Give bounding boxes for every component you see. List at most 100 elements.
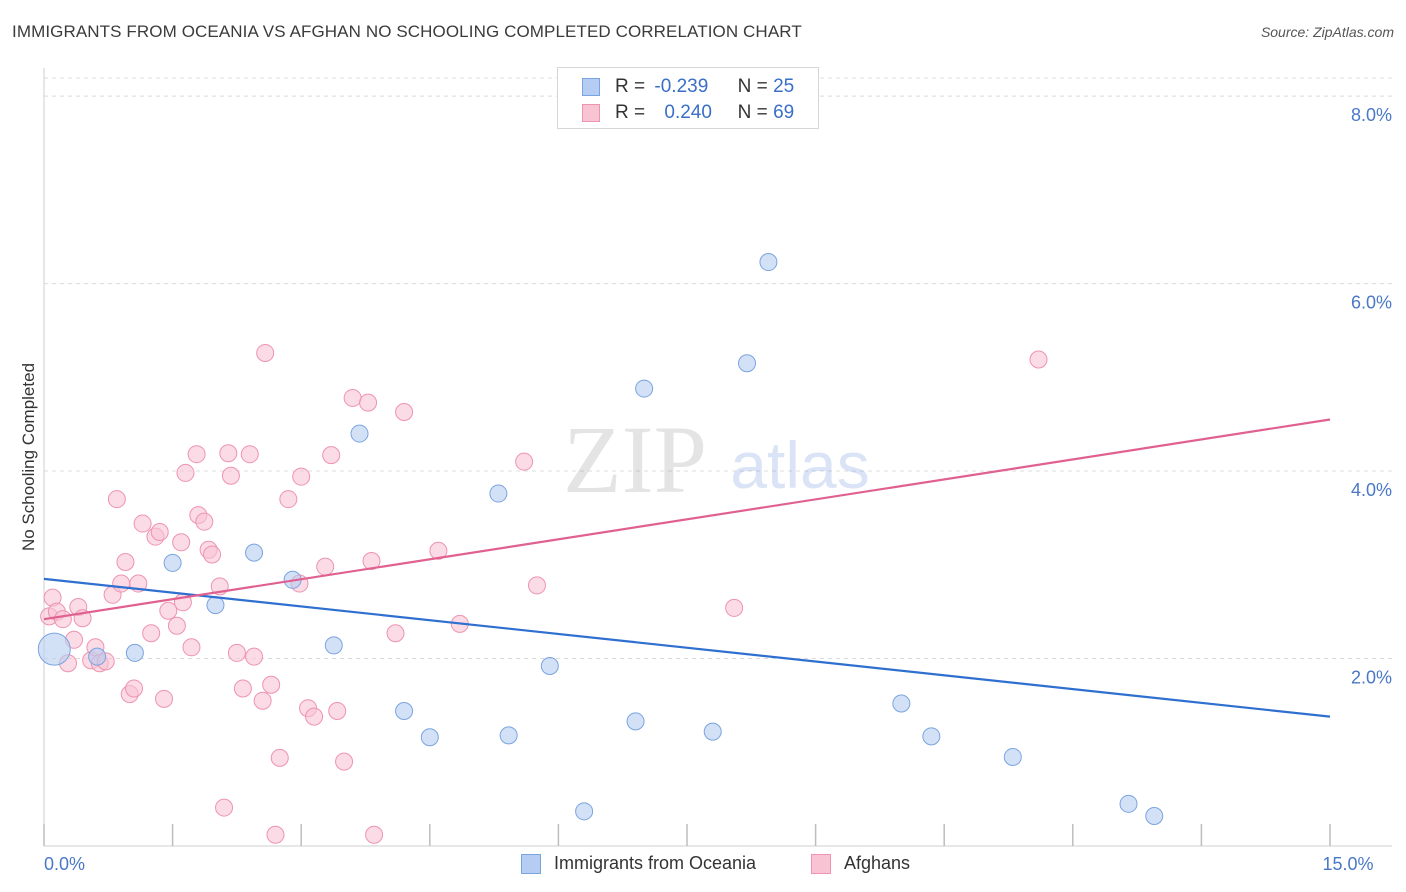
oceania-point[interactable] <box>575 802 594 821</box>
afghans-point[interactable] <box>240 445 259 464</box>
legend-r-label: R = <box>615 76 646 97</box>
afghans-point[interactable] <box>292 467 311 486</box>
x-ticks: 0.0% 15.0% <box>43 824 1374 874</box>
afghans-point[interactable] <box>125 679 144 698</box>
grid-lines <box>44 77 1392 660</box>
afghans-point[interactable] <box>227 643 246 662</box>
oceania-point[interactable] <box>88 647 107 666</box>
oceania-point[interactable] <box>759 253 778 272</box>
afghans-point[interactable] <box>53 610 72 629</box>
afghans-point[interactable] <box>233 679 252 698</box>
oceania-point[interactable] <box>489 484 508 503</box>
legend-label-afghans: Afghans <box>844 853 911 873</box>
afghans-point[interactable] <box>395 403 414 422</box>
oceania-point[interactable] <box>499 726 518 745</box>
legend-swatch-afghans <box>582 104 600 122</box>
legend-r-label: R = <box>615 102 646 123</box>
afghans-point[interactable] <box>279 490 298 509</box>
afghans-point[interactable] <box>195 512 214 531</box>
legend-n-value: 69 <box>773 102 795 123</box>
oceania-point[interactable] <box>635 379 654 398</box>
afghans-point[interactable] <box>527 576 546 595</box>
y-tick-label-0: 2.0% <box>1351 668 1392 688</box>
oceania-point[interactable] <box>163 553 182 572</box>
afghans-point[interactable] <box>365 825 384 844</box>
afghans-point[interactable] <box>112 574 131 593</box>
oceania-point[interactable] <box>892 694 911 713</box>
afghans-point[interactable] <box>219 444 238 463</box>
afghans-point[interactable] <box>253 691 272 710</box>
afghans-point[interactable] <box>215 798 234 817</box>
legend-swatch-afghans <box>811 854 831 874</box>
afghans-point[interactable] <box>429 541 448 560</box>
legend-label-oceania: Immigrants from Oceania <box>554 853 757 873</box>
afghans-point[interactable] <box>316 557 335 576</box>
oceania-point[interactable] <box>420 728 439 747</box>
oceania-point[interactable] <box>395 702 414 721</box>
afghans-point[interactable] <box>150 522 169 541</box>
oceania-point[interactable] <box>37 632 71 666</box>
oceania-point[interactable] <box>350 424 369 443</box>
afghans-point[interactable] <box>343 388 362 407</box>
trend-lines <box>43 418 1331 718</box>
afghans-point[interactable] <box>116 552 135 571</box>
afghans-point[interactable] <box>203 545 222 564</box>
oceania-point[interactable] <box>1119 794 1138 813</box>
oceania-point[interactable] <box>703 722 722 741</box>
y-tick-label-1: 4.0% <box>1351 480 1392 500</box>
afghans-point[interactable] <box>182 638 201 657</box>
x-tick-label-0: 0.0% <box>44 854 85 874</box>
oceania-point[interactable] <box>738 354 757 373</box>
afghans-point[interactable] <box>172 533 191 552</box>
afghans-point[interactable] <box>133 514 152 533</box>
afghans-point[interactable] <box>335 752 354 771</box>
afghans-point[interactable] <box>328 702 347 721</box>
oceania-point[interactable] <box>206 596 225 615</box>
afghans-point[interactable] <box>262 675 281 694</box>
source-credit: Source: ZipAtlas.com <box>1260 24 1394 40</box>
afghans-point[interactable] <box>107 490 126 509</box>
afghans-point[interactable] <box>256 343 275 362</box>
oceania-trend-line <box>43 577 1331 718</box>
afghans-point[interactable] <box>359 393 378 412</box>
oceania-point[interactable] <box>1145 807 1164 826</box>
y-axis-label: No Schooling Completed <box>19 363 38 551</box>
legend-swatch-oceania <box>582 78 600 96</box>
oceania-point[interactable] <box>922 727 941 746</box>
oceania-point[interactable] <box>125 643 144 662</box>
afghans-point[interactable] <box>386 624 405 643</box>
y-tick-labels: 2.0% 4.0% 6.0% 8.0% <box>1351 105 1392 687</box>
afghans-point[interactable] <box>1029 350 1048 369</box>
oceania-point[interactable] <box>245 543 264 562</box>
afghans-point[interactable] <box>515 452 534 471</box>
watermark-zip: ZIP <box>563 406 707 513</box>
legend-n-value: 25 <box>773 76 795 97</box>
oceania-point[interactable] <box>540 657 559 676</box>
watermark: ZIP atlas <box>563 406 870 513</box>
afghans-point[interactable] <box>725 598 744 617</box>
afghans-point[interactable] <box>221 466 240 485</box>
afghans-point[interactable] <box>266 825 285 844</box>
afghans-point[interactable] <box>322 446 341 465</box>
afghans-point[interactable] <box>167 616 186 635</box>
correlation-legend: R = -0.239 N = 25 R = 0.240 N = 69 <box>557 67 819 129</box>
afghans-point[interactable] <box>176 463 195 482</box>
afghans-point[interactable] <box>362 552 381 571</box>
chart-title: IMMIGRANTS FROM OCEANIA VS AFGHAN NO SCH… <box>12 22 802 41</box>
oceania-point[interactable] <box>324 636 343 655</box>
oceania-point[interactable] <box>626 712 645 731</box>
oceania-point[interactable] <box>1003 747 1022 766</box>
afghans-point[interactable] <box>305 707 324 726</box>
afghans-point[interactable] <box>245 647 264 666</box>
legend-r-value: 0.240 <box>664 102 712 123</box>
afghans-point[interactable] <box>155 689 174 708</box>
afghans-point[interactable] <box>142 624 161 643</box>
x-tick-label-1: 15.0% <box>1322 854 1373 874</box>
afghans-trend-line <box>43 418 1331 621</box>
legend-swatch-oceania <box>521 854 541 874</box>
afghans-point[interactable] <box>187 445 206 464</box>
legend-n-label: N = <box>737 102 768 123</box>
afghans-point[interactable] <box>159 601 178 620</box>
afghans-point[interactable] <box>270 748 289 767</box>
